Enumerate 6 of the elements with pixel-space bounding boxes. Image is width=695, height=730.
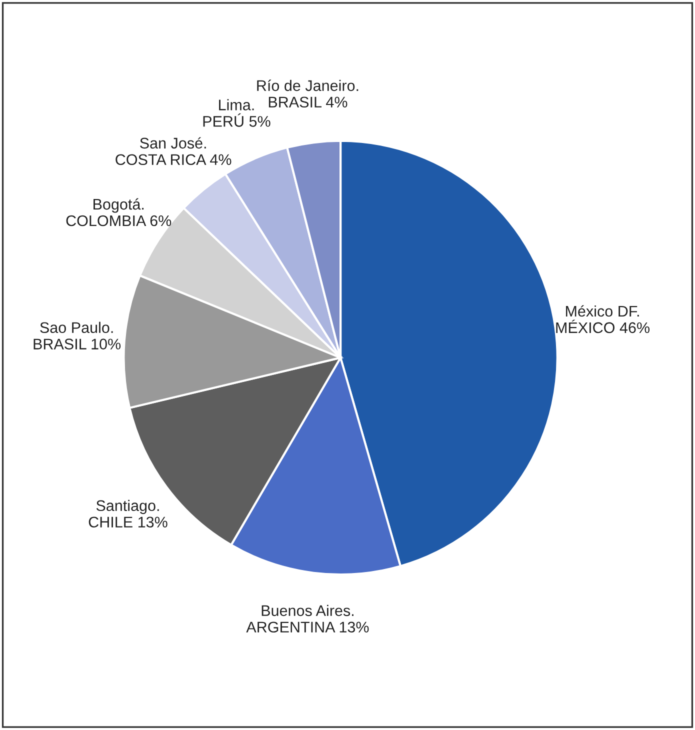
slice-label: Sao Paulo. BRASIL 10% bbox=[34, 322, 121, 350]
slice-label: Santiago. CHILE 13% bbox=[88, 500, 168, 528]
slice-label: México DF. MÉXICO 46% bbox=[556, 305, 650, 334]
slice-label: Buenos Aires. ARGENTINA 13% bbox=[246, 604, 369, 633]
slice-label: San José. COSTA RICA 4% bbox=[116, 137, 232, 166]
slice-label: Bogotá. COLOMBIA 6% bbox=[66, 198, 172, 226]
